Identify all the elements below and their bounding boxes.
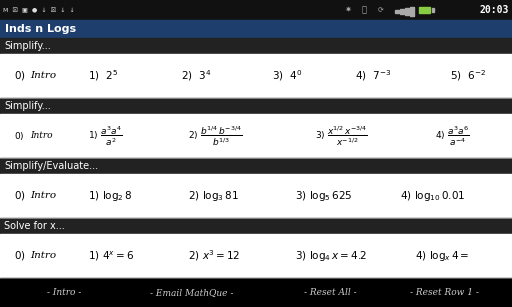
Bar xyxy=(0,98,512,114)
Bar xyxy=(0,0,512,20)
Text: $3)\ \log_5 625$: $3)\ \log_5 625$ xyxy=(295,189,352,203)
Bar xyxy=(0,20,512,38)
Text: $1)\ \ 2^5$: $1)\ \ 2^5$ xyxy=(88,68,118,84)
Text: - Email MathQue -: - Email MathQue - xyxy=(151,288,233,297)
Bar xyxy=(410,6,414,15)
Bar xyxy=(418,6,432,14)
Text: Solve for x...: Solve for x... xyxy=(4,221,65,231)
Text: Simplify/Evaluate...: Simplify/Evaluate... xyxy=(4,161,98,171)
Bar xyxy=(0,278,512,307)
Bar xyxy=(419,7,430,13)
Text: Inds n Logs: Inds n Logs xyxy=(5,24,76,34)
Text: $5)\ \ 6^{-2}$: $5)\ \ 6^{-2}$ xyxy=(450,68,486,84)
Text: $2)\ \log_3 81$: $2)\ \log_3 81$ xyxy=(188,189,239,203)
Bar xyxy=(432,8,434,12)
Text: Intro: Intro xyxy=(30,72,56,80)
Text: Simplify...: Simplify... xyxy=(4,41,51,51)
Text: $0)$: $0)$ xyxy=(14,69,26,83)
Text: Intro: Intro xyxy=(30,131,53,141)
Text: - Reset All -: - Reset All - xyxy=(304,288,356,297)
Text: ✷: ✷ xyxy=(345,6,352,14)
Text: $1)\ \dfrac{a^3 a^4}{a^2}$: $1)\ \dfrac{a^3 a^4}{a^2}$ xyxy=(88,124,122,148)
Bar xyxy=(0,114,512,158)
Text: $1)\ \log_2 8$: $1)\ \log_2 8$ xyxy=(88,189,133,203)
Bar xyxy=(405,7,409,14)
Bar xyxy=(0,158,512,174)
Text: $2)\ \ 3^4$: $2)\ \ 3^4$ xyxy=(181,68,211,84)
Text: $4)\ \log_{10} 0.01$: $4)\ \log_{10} 0.01$ xyxy=(400,189,465,203)
Text: $3)\ \ 4^0$: $3)\ \ 4^0$ xyxy=(272,68,302,84)
Text: $4)\ \dfrac{a^3 a^6}{a^{-4}}$: $4)\ \dfrac{a^3 a^6}{a^{-4}}$ xyxy=(435,124,470,148)
Text: - Intro -: - Intro - xyxy=(47,288,81,297)
Text: $4)\ \log_x 4=$: $4)\ \log_x 4=$ xyxy=(415,249,470,263)
Text: - Reset Row 1 -: - Reset Row 1 - xyxy=(410,288,478,297)
Text: ⎕: ⎕ xyxy=(362,6,367,14)
Bar xyxy=(0,218,512,234)
Text: ⟳: ⟳ xyxy=(378,7,384,13)
Bar xyxy=(0,174,512,218)
Bar xyxy=(0,234,512,278)
Text: Simplify...: Simplify... xyxy=(4,101,51,111)
Text: $0)$: $0)$ xyxy=(14,130,25,142)
Bar xyxy=(400,9,403,14)
Text: $0)$: $0)$ xyxy=(14,189,26,203)
Bar xyxy=(395,10,398,13)
Text: Intro: Intro xyxy=(30,192,56,200)
Text: $0)$: $0)$ xyxy=(14,250,26,262)
Text: Intro: Intro xyxy=(30,251,56,261)
Bar xyxy=(0,38,512,54)
Text: $3)\ \log_4 x=4.2$: $3)\ \log_4 x=4.2$ xyxy=(295,249,367,263)
Text: $2)\ x^3=12$: $2)\ x^3=12$ xyxy=(188,249,241,263)
Bar xyxy=(0,54,512,98)
Text: M  ☒  ▣  ●  ↓  ☒  ↓  ↓: M ☒ ▣ ● ↓ ☒ ↓ ↓ xyxy=(3,7,75,13)
Text: $4)\ \ 7^{-3}$: $4)\ \ 7^{-3}$ xyxy=(355,68,391,84)
Text: $1)\ 4^x=6$: $1)\ 4^x=6$ xyxy=(88,249,134,263)
Text: 20:03: 20:03 xyxy=(480,5,509,15)
Text: $3)\ \dfrac{x^{1/2}\,x^{-3/4}}{x^{-1/2}}$: $3)\ \dfrac{x^{1/2}\,x^{-3/4}}{x^{-1/2}}… xyxy=(315,124,368,148)
Text: $2)\ \dfrac{b^{1/4}\,b^{-3/4}}{b^{1/3}}$: $2)\ \dfrac{b^{1/4}\,b^{-3/4}}{b^{1/3}}$ xyxy=(188,124,243,148)
